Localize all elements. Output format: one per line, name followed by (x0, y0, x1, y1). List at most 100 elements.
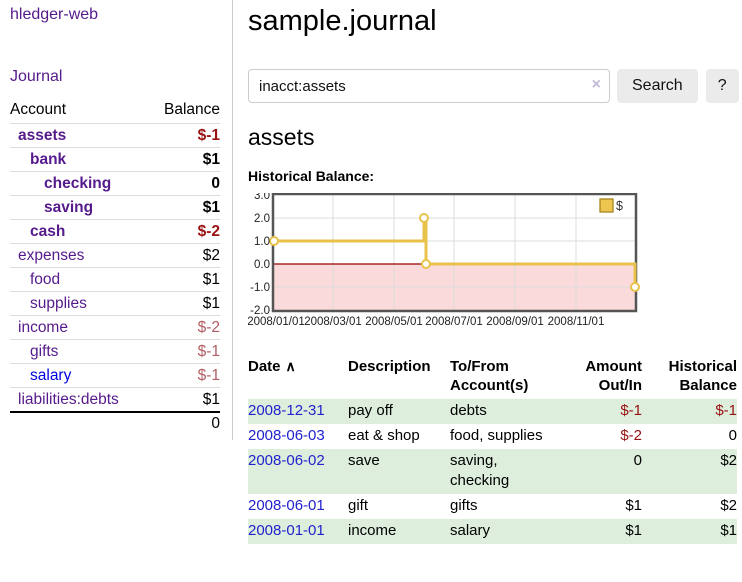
account-row-liabilities-debts[interactable]: liabilities:debts $1 (10, 387, 220, 411)
historical-balance-chart: $ 3.0 2.0 1.0 0.0 -1.0 -2.0 2008/01/01 2… (248, 193, 640, 328)
svg-text:2008/01/01: 2008/01/01 (248, 316, 305, 328)
app-brand-link[interactable]: hledger-web (10, 6, 99, 23)
register-row[interactable]: 2008-12-31 pay off debts $-1 $-1 (248, 399, 737, 424)
account-link[interactable]: supplies (30, 294, 87, 312)
register-row[interactable]: 2008-06-03 eat & shop food, supplies $-2… (248, 424, 737, 449)
account-balance: 0 (211, 174, 220, 192)
account-link[interactable]: cash (30, 222, 66, 240)
register-table: Date ∧ Description To/From Account(s) Amo… (248, 356, 737, 544)
transaction-accounts: gifts (450, 497, 478, 514)
chart-border (271, 193, 638, 313)
sidebar: hledger-web Journal Account Balance asse… (0, 0, 233, 440)
accounts-total-value: 0 (211, 414, 220, 432)
help-button[interactable]: ? (705, 69, 739, 103)
account-link[interactable]: gifts (30, 342, 59, 360)
chart-y-axis: 3.0 2.0 1.0 0.0 -1.0 -2.0 (250, 193, 270, 317)
legend-label: $ (616, 199, 623, 213)
account-balance: $-2 (197, 318, 220, 336)
transaction-description: gift (348, 497, 369, 514)
transaction-amount: $1 (625, 497, 642, 514)
account-row-salary[interactable]: salary $-1 (10, 363, 220, 387)
legend-swatch-icon (599, 198, 614, 213)
transaction-description: pay off (348, 402, 393, 419)
column-header-description: Description (348, 358, 431, 375)
svg-text:1.0: 1.0 (254, 236, 270, 248)
account-link[interactable]: bank (30, 150, 67, 168)
svg-text:2008/09/01: 2008/09/01 (486, 316, 544, 328)
account-balance: $1 (202, 198, 220, 216)
transaction-date-link[interactable]: 2008-12-31 (248, 402, 325, 419)
transaction-amount: $1 (625, 522, 642, 539)
transaction-amount: $-2 (620, 427, 642, 444)
account-link[interactable]: income (18, 318, 68, 336)
svg-text:-2.0: -2.0 (250, 305, 270, 317)
svg-text:-1.0: -1.0 (250, 282, 270, 294)
account-balance: $-1 (197, 366, 220, 384)
account-row-checking[interactable]: checking 0 (10, 171, 220, 195)
account-row-income[interactable]: income $-2 (10, 315, 220, 339)
account-balance: $2 (202, 246, 220, 264)
sidebar-item-journal[interactable]: Journal (10, 68, 63, 85)
account-link[interactable]: expenses (18, 246, 85, 264)
clear-search-icon[interactable]: × (591, 76, 601, 93)
account-link[interactable]: saving (44, 198, 94, 216)
register-header-row: Date ∧ Description To/From Account(s) Amo… (248, 356, 737, 399)
transaction-description: eat & shop (348, 427, 420, 444)
column-header-accounts: To/From Account(s) (450, 358, 529, 394)
chart-data-points (269, 213, 640, 292)
account-row-food[interactable]: food $1 (10, 267, 220, 291)
chart-title: Historical Balance: (248, 168, 375, 184)
account-link[interactable]: checking (44, 174, 112, 192)
transaction-date-link[interactable]: 2008-01-01 (248, 522, 325, 539)
svg-text:3.0: 3.0 (254, 193, 270, 202)
account-row-saving[interactable]: saving $1 (10, 195, 220, 219)
account-row-bank[interactable]: bank $1 (10, 147, 220, 171)
svg-text:2008/11/01: 2008/11/01 (548, 316, 605, 328)
register-row[interactable]: 2008-01-01 income salary $1 $1 (248, 519, 737, 544)
account-row-expenses[interactable]: expenses $2 (10, 243, 220, 267)
transaction-balance: $1 (720, 522, 737, 539)
column-header-balance: Historical Balance (668, 358, 737, 394)
transaction-amount: 0 (633, 452, 642, 469)
column-header-date[interactable]: Date ∧ (248, 358, 296, 375)
search-input[interactable] (248, 69, 610, 103)
account-balance: $-2 (197, 222, 220, 240)
svg-text:2008/05/01: 2008/05/01 (365, 316, 423, 328)
transaction-accounts: salary (450, 522, 491, 539)
account-balance: $1 (202, 270, 220, 288)
account-link[interactable]: liabilities:debts (18, 390, 119, 408)
svg-text:0.0: 0.0 (254, 259, 270, 271)
transaction-description: income (348, 522, 397, 539)
account-link[interactable]: assets (18, 126, 67, 144)
column-header-amount: Amount Out/In (585, 358, 642, 394)
accounts-table-header: Account Balance (10, 99, 220, 123)
transaction-accounts: debts (450, 402, 487, 419)
main-content: sample.journal × Search ? assets Histori… (248, 0, 740, 544)
page-title: sample.journal (248, 5, 437, 37)
register-row[interactable]: 2008-06-01 gift gifts $1 $2 (248, 494, 737, 519)
transaction-date-link[interactable]: 2008-06-03 (248, 427, 325, 444)
accounts-total-row: 0 (10, 411, 220, 434)
accounts-header-balance: Balance (163, 101, 220, 118)
transaction-description: save (348, 452, 380, 469)
account-row-supplies[interactable]: supplies $1 (10, 291, 220, 315)
account-row-gifts[interactable]: gifts $-1 (10, 339, 220, 363)
account-balance: $1 (202, 150, 220, 168)
transaction-balance: $2 (720, 497, 737, 514)
chart-x-axis: 2008/01/01 2008/03/01 2008/05/01 2008/07… (248, 316, 604, 328)
register-row[interactable]: 2008-06-02 save saving, checking 0 $2 (248, 449, 737, 494)
transaction-balance: $-1 (715, 402, 737, 419)
transaction-date-link[interactable]: 2008-06-02 (248, 452, 325, 469)
svg-text:2.0: 2.0 (254, 213, 270, 225)
account-link[interactable]: salary (30, 366, 72, 384)
account-heading: assets (248, 124, 315, 150)
accounts-table: Account Balance assets $-1 bank $1 check… (10, 99, 220, 434)
account-row-cash[interactable]: cash $-2 (10, 219, 220, 243)
accounts-header-account: Account (10, 101, 67, 118)
account-balance: $1 (202, 294, 220, 312)
transaction-date-link[interactable]: 2008-06-01 (248, 497, 325, 514)
account-link[interactable]: food (30, 270, 61, 288)
svg-text:2008/03/01: 2008/03/01 (304, 316, 362, 328)
search-button[interactable]: Search (617, 69, 698, 103)
account-row-assets[interactable]: assets $-1 (10, 123, 220, 147)
